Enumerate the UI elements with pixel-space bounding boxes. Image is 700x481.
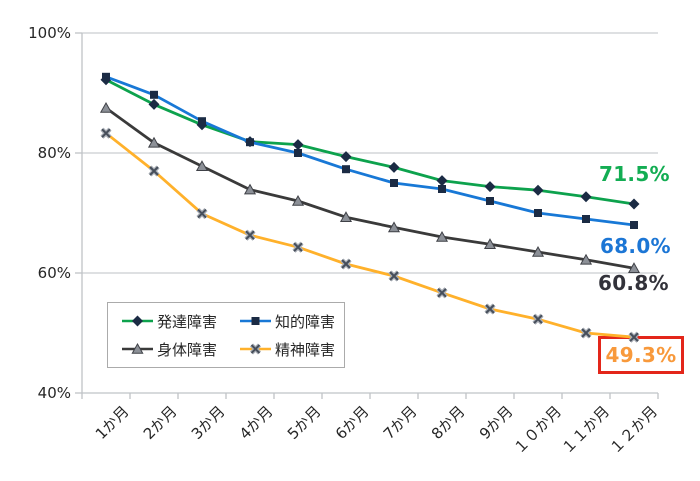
- data-point-marker: [628, 331, 640, 343]
- legend-label: 知的障害: [275, 312, 336, 331]
- y-tick-label: 100%: [28, 24, 71, 42]
- data-point-marker: [484, 303, 496, 315]
- data-point-marker: [340, 151, 352, 163]
- end-label-hattatsu: 71.5%: [599, 162, 670, 186]
- data-point-marker: [102, 72, 110, 81]
- data-point-marker: [246, 138, 254, 147]
- data-point-marker: [291, 194, 305, 206]
- series-line-shintai-shogai: [104, 106, 636, 270]
- data-point-marker: [100, 127, 112, 139]
- legend-item-chiteki: 知的障害: [239, 311, 344, 332]
- data-point-marker: [534, 209, 542, 217]
- legend-swatch-square-icon: [240, 317, 271, 325]
- data-point-marker: [148, 98, 160, 110]
- end-label-chiteki: 68.0%: [600, 234, 671, 258]
- data-point-marker: [243, 183, 257, 195]
- series-line-chiteki-shogai: [104, 75, 636, 227]
- data-point-marker: [436, 287, 448, 299]
- legend-item-seishin: 精神障害: [239, 339, 344, 360]
- data-point-marker: [132, 315, 143, 327]
- data-point-marker: [580, 191, 592, 203]
- data-point-marker: [251, 317, 260, 325]
- data-point-marker: [627, 262, 641, 273]
- end-label-seishin: 49.3%: [605, 343, 677, 367]
- data-point-marker: [435, 230, 449, 242]
- data-point-marker: [131, 342, 144, 354]
- data-point-marker: [244, 229, 256, 241]
- data-point-marker: [148, 165, 160, 177]
- data-point-marker: [532, 184, 544, 196]
- data-point-marker: [579, 253, 593, 265]
- data-point-marker: [483, 238, 497, 249]
- data-point-marker: [531, 245, 545, 257]
- legend-swatch-x-icon: [240, 343, 271, 355]
- data-point-marker: [292, 241, 304, 253]
- data-point-marker: [339, 211, 353, 222]
- legend-label: 精神障害: [275, 340, 336, 359]
- data-point-marker: [388, 161, 400, 173]
- highlight-box: [598, 336, 684, 374]
- data-point-marker: [436, 175, 448, 187]
- data-point-marker: [150, 90, 158, 99]
- data-point-marker: [99, 101, 113, 113]
- data-point-marker: [580, 327, 592, 339]
- data-point-marker: [292, 139, 304, 151]
- data-point-marker: [342, 165, 350, 174]
- legend-swatch-diamond-icon: [122, 315, 153, 327]
- data-point-marker: [532, 313, 544, 325]
- series-line-hattatsu-shogai: [104, 78, 636, 206]
- data-point-marker: [628, 198, 640, 210]
- data-point-marker: [198, 117, 206, 126]
- data-point-marker: [195, 160, 209, 171]
- legend-item-shintai: 身体障害: [121, 339, 239, 360]
- data-point-marker: [438, 185, 446, 193]
- data-point-marker: [388, 270, 400, 282]
- legend-label: 発達障害: [157, 312, 218, 331]
- data-point-marker: [196, 208, 208, 220]
- legend-swatch-triangle-icon: [122, 342, 153, 354]
- data-point-marker: [294, 149, 302, 157]
- data-point-marker: [630, 221, 638, 229]
- series-line-seishin-shogai: [104, 131, 636, 339]
- data-point-marker: [486, 197, 494, 205]
- end-label-shintai: 60.8%: [598, 271, 669, 295]
- y-tick-label: 40%: [37, 384, 71, 402]
- data-point-marker: [387, 221, 401, 233]
- legend: 発達障害 知的障害 身体障害 精神障害: [107, 302, 345, 368]
- y-tick-label: 80%: [37, 144, 71, 162]
- y-tick-label: 60%: [37, 264, 71, 282]
- legend-label: 身体障害: [157, 340, 218, 359]
- data-point-marker: [147, 136, 161, 148]
- data-point-marker: [390, 179, 398, 187]
- legend-item-hattatsu: 発達障害: [121, 311, 239, 332]
- data-point-marker: [249, 343, 262, 355]
- data-point-marker: [340, 258, 352, 270]
- data-point-marker: [484, 181, 496, 193]
- data-point-marker: [582, 215, 590, 223]
